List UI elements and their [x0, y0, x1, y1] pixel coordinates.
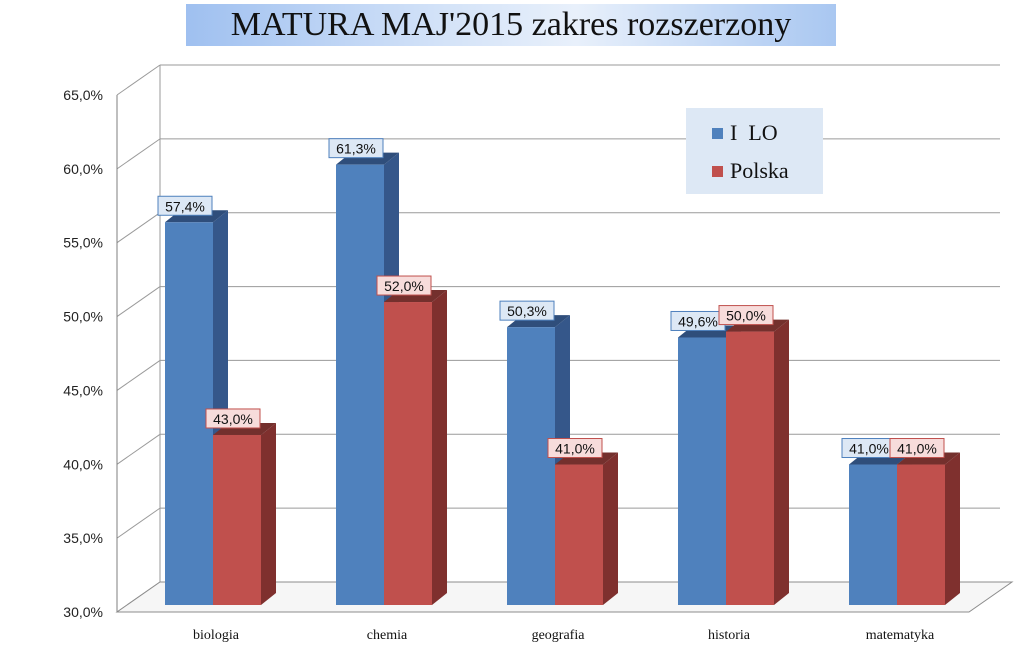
- y-tick-label: 65,0%: [63, 87, 103, 103]
- bar-side-matematyka-polska: [945, 452, 960, 605]
- legend-swatch-polska: [712, 165, 723, 177]
- data-label-box-matematyka-polska: [889, 438, 945, 459]
- data-label-box-biologia-polska: [205, 408, 261, 429]
- legend-label-polska: Polska: [730, 158, 789, 183]
- data-label-matematyka-ilo: 41,0%: [849, 441, 889, 457]
- data-label-box-chemia-polska: [376, 275, 432, 296]
- x-tick-label-chemia: chemia: [367, 628, 408, 643]
- bar-geografia-polska: [555, 464, 603, 605]
- data-label-box-chemia-ilo: [328, 138, 384, 159]
- legend-item-ilo: I LO: [712, 120, 778, 146]
- data-label-historia-polska: 50,0%: [726, 308, 766, 324]
- legend: I LO Polska: [686, 108, 823, 194]
- y-tick-label: 30,0%: [63, 604, 103, 620]
- data-label-chemia-ilo: 61,3%: [336, 141, 376, 157]
- x-tick-label-biologia: biologia: [193, 628, 240, 643]
- y-tick-label: 60,0%: [63, 161, 103, 177]
- bar-historia-polska: [726, 331, 774, 605]
- data-label-box-biologia-ilo: [157, 195, 213, 216]
- data-label-historia-ilo: 49,6%: [678, 313, 718, 329]
- gridline-side: [116, 360, 161, 391]
- chart-title-box: MATURA MAJ'2015 zakres rozszerzony: [186, 4, 836, 46]
- gridline-side: [116, 64, 161, 96]
- x-tick-label-matematyka: matematyka: [866, 628, 935, 643]
- bar-chemia-ilo: [336, 164, 384, 605]
- gridline-side: [116, 212, 161, 244]
- y-tick-label: 45,0%: [63, 382, 103, 398]
- bar-side-historia-polska: [774, 319, 789, 605]
- y-tick-label: 40,0%: [63, 456, 103, 472]
- data-label-box-geografia-polska: [547, 438, 603, 459]
- chart-title: MATURA MAJ'2015 zakres rozszerzony: [230, 6, 792, 43]
- data-label-geografia-polska: 41,0%: [555, 441, 595, 457]
- data-label-box-historia-polska: [718, 305, 774, 326]
- data-label-biologia-ilo: 57,4%: [165, 198, 205, 214]
- data-label-chemia-polska: 52,0%: [384, 278, 424, 294]
- data-label-biologia-polska: 43,0%: [213, 411, 253, 427]
- x-tick-label-historia: historia: [708, 628, 751, 643]
- legend-item-polska: Polska: [712, 158, 789, 184]
- legend-label-ilo: I LO: [730, 120, 778, 145]
- bar-matematyka-ilo: [849, 464, 897, 605]
- x-tick-label-geografia: geografia: [532, 628, 586, 643]
- y-tick-label: 55,0%: [63, 235, 103, 251]
- bar-side-chemia-polska: [432, 290, 447, 605]
- bar-side-biologia-polska: [261, 422, 276, 605]
- legend-swatch-ilo: [712, 127, 723, 139]
- bar-geografia-ilo: [507, 327, 555, 605]
- gridline-side: [116, 138, 161, 170]
- bar-historia-ilo: [678, 337, 726, 605]
- y-tick-label: 50,0%: [63, 309, 103, 325]
- data-label-matematyka-polska: 41,0%: [897, 441, 937, 457]
- bar-biologia-ilo: [165, 222, 213, 605]
- gridline-side: [116, 507, 161, 539]
- bar-matematyka-polska: [897, 464, 945, 605]
- data-label-box-geografia-ilo: [499, 300, 555, 321]
- bar-chemia-polska: [384, 302, 432, 605]
- gridline-side: [116, 286, 161, 317]
- data-label-geografia-ilo: 50,3%: [507, 303, 547, 319]
- bar-biologia-polska: [213, 434, 261, 605]
- bar-side-geografia-polska: [603, 452, 618, 605]
- y-tick-label: 35,0%: [63, 530, 103, 546]
- gridline-side: [116, 433, 161, 465]
